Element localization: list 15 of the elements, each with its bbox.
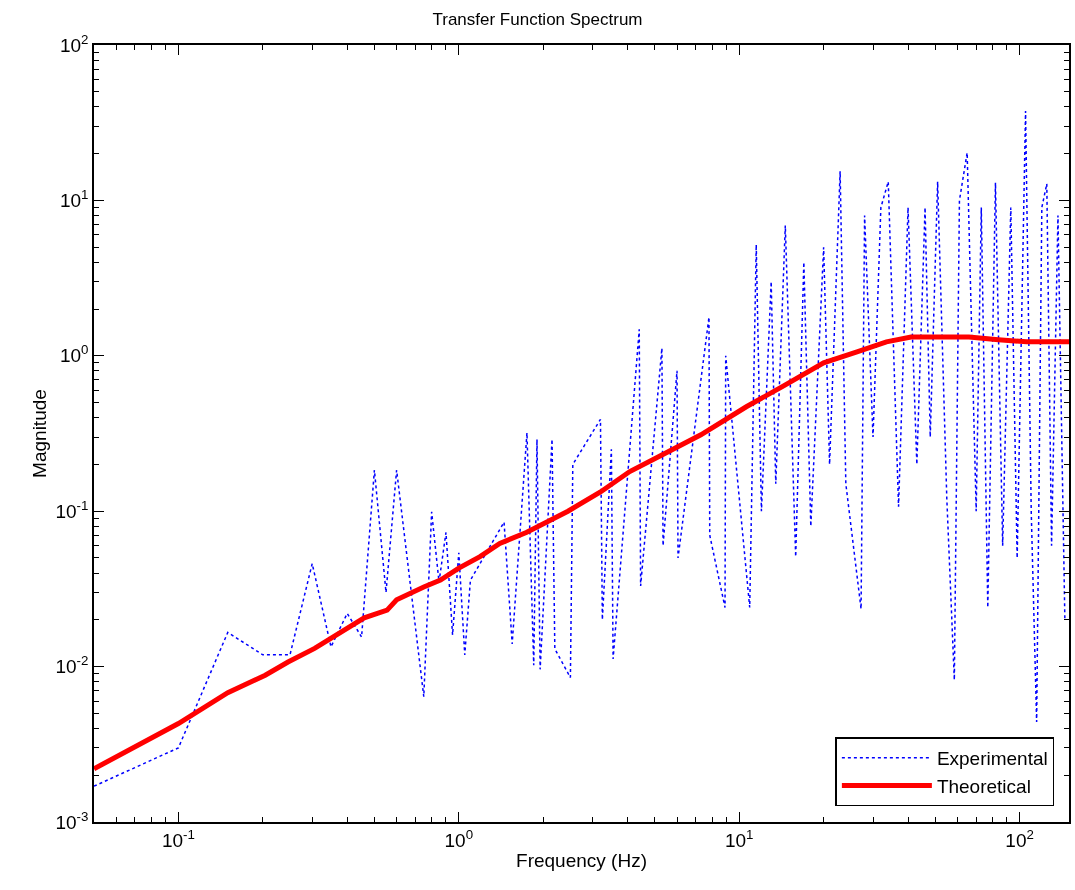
y-tick-label: 10$^{2}$ — [59, 31, 89, 56]
legend-label: Theoretical — [936, 775, 1031, 797]
y-tick-label: 10$^{0}$ — [59, 342, 89, 367]
x-tick-label: 10$^{-1}$ — [161, 826, 195, 851]
legend-label: Experimental — [936, 748, 1048, 770]
y-tick-label: 10$^{-1}$ — [55, 497, 89, 522]
x-tick-label: 10$^{1}$ — [724, 826, 754, 851]
x-tick-label: 10$^{2}$ — [1005, 826, 1034, 851]
y-tick-label: 10$^{-3}$ — [55, 808, 89, 833]
y-tick-label: 10$^{-2}$ — [55, 653, 89, 678]
y-tick-label: 10$^{1}$ — [59, 187, 89, 212]
chart-title: Transfer Function Spectrum — [432, 10, 643, 30]
y-axis-title: Magnitude — [28, 389, 50, 478]
x-tick-label: 10$^{0}$ — [444, 826, 474, 851]
x-axis-title: Frequency (Hz) — [516, 849, 647, 871]
